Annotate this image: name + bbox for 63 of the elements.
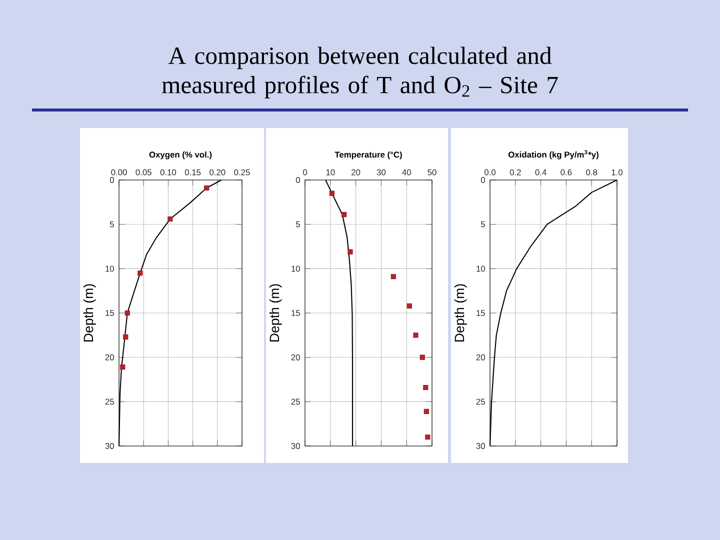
x-tick-label: 0 bbox=[303, 169, 308, 176]
y-tick-label: 20 bbox=[476, 354, 485, 360]
y-axis-title: Depth (m) bbox=[269, 284, 282, 342]
point bbox=[168, 216, 173, 222]
point bbox=[390, 274, 396, 280]
point bbox=[348, 249, 353, 254]
y-tick-label: 15 bbox=[292, 310, 300, 316]
text: A comparison between calculated and measured profiles of T and O$_{2}$ – Site 7 bbox=[162, 46, 558, 98]
y-tick-label: 25 bbox=[291, 398, 300, 405]
y-tick-label: 30 bbox=[291, 443, 300, 449]
point bbox=[342, 212, 347, 218]
point bbox=[406, 303, 412, 308]
y-axis-title: Depth (m) bbox=[83, 284, 96, 342]
y-tick-label: 10 bbox=[292, 266, 300, 272]
point bbox=[420, 354, 425, 360]
point bbox=[423, 384, 428, 390]
y-tick-label: 20 bbox=[291, 354, 300, 360]
x-tick-label: 0.6 bbox=[560, 169, 572, 176]
point bbox=[413, 332, 418, 338]
y-tick-label: 5 bbox=[110, 221, 114, 228]
y-tick-label: 25 bbox=[476, 398, 485, 405]
point bbox=[124, 310, 130, 316]
y-tick-label: 30 bbox=[476, 443, 485, 449]
y-tick-label: 0 bbox=[480, 177, 485, 183]
y-tick-label: 30 bbox=[105, 443, 114, 449]
x-tick-label: 40 bbox=[402, 169, 411, 176]
x-tick-label: 0.05 bbox=[136, 169, 152, 176]
x-tick-label: 20 bbox=[352, 169, 360, 176]
point bbox=[123, 334, 128, 340]
y-tick-label: 0 bbox=[110, 177, 114, 183]
y-axis-title: Depth (m) bbox=[454, 284, 467, 342]
x-tick-label: 30 bbox=[376, 169, 386, 176]
x-axis-title: Temperature (°C) bbox=[334, 151, 402, 160]
y-tick-label: 0 bbox=[296, 177, 300, 183]
point bbox=[329, 190, 334, 196]
x-tick-label: 0.8 bbox=[586, 169, 598, 176]
point bbox=[424, 408, 429, 414]
x-tick-label: 0.0 bbox=[484, 169, 496, 176]
x-tick-label: 0.00 bbox=[111, 169, 127, 176]
x-tick-label: 0.10 bbox=[160, 169, 176, 176]
y-tick-label: 25 bbox=[105, 398, 114, 405]
x-tick-label: 1.0 bbox=[612, 169, 623, 176]
point bbox=[425, 434, 430, 440]
x-tick-label: 0.2 bbox=[510, 169, 521, 176]
y-tick-label: 10 bbox=[476, 266, 485, 272]
point bbox=[138, 270, 143, 276]
line-series bbox=[489, 179, 618, 447]
y-tick-label: 15 bbox=[106, 310, 114, 316]
x-axis-title: Oxidation (kg Py/m$^{3}$*y) bbox=[508, 150, 598, 160]
x-tick-label: 0.25 bbox=[234, 169, 250, 176]
x-tick-label: 0.20 bbox=[210, 169, 226, 176]
x-tick-label: 0.4 bbox=[535, 169, 546, 176]
y-tick-label: 5 bbox=[296, 221, 300, 228]
y-tick-label: 10 bbox=[106, 266, 114, 272]
point bbox=[120, 364, 126, 370]
y-tick-label: 5 bbox=[480, 221, 485, 228]
x-tick-label: 10 bbox=[326, 169, 335, 176]
y-tick-label: 20 bbox=[105, 354, 114, 360]
point bbox=[204, 185, 210, 191]
x-tick-label: 50 bbox=[428, 169, 436, 176]
x-axis-title: Oxygen (% vol.) bbox=[149, 151, 212, 160]
y-tick-label: 15 bbox=[476, 310, 485, 316]
x-tick-label: 0.15 bbox=[184, 169, 201, 176]
